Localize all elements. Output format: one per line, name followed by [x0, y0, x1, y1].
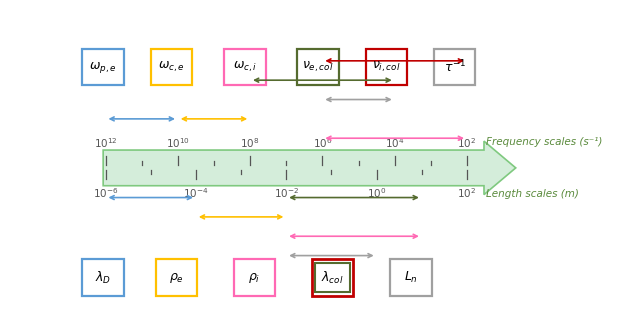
Text: $\omega_{p,e}$: $\omega_{p,e}$ [89, 60, 117, 75]
FancyBboxPatch shape [234, 259, 275, 295]
Text: $\rho_{e}$: $\rho_{e}$ [169, 271, 184, 284]
FancyBboxPatch shape [315, 263, 350, 292]
Text: $10^{-2}$: $10^{-2}$ [273, 186, 299, 200]
FancyBboxPatch shape [365, 49, 407, 85]
Text: Frequency scales (s⁻¹): Frequency scales (s⁻¹) [486, 137, 603, 147]
FancyBboxPatch shape [156, 259, 197, 295]
FancyBboxPatch shape [224, 49, 265, 85]
Text: $10^{0}$: $10^{0}$ [367, 186, 386, 200]
Text: $10^{-4}$: $10^{-4}$ [183, 186, 209, 200]
Text: $\tau^{-1}$: $\tau^{-1}$ [444, 59, 466, 76]
Text: Length scales (m): Length scales (m) [486, 189, 580, 199]
Text: $10^{4}$: $10^{4}$ [385, 136, 404, 150]
Text: $\omega_{c,e}$: $\omega_{c,e}$ [158, 60, 185, 74]
Text: $\nu_{e,col}$: $\nu_{e,col}$ [302, 60, 334, 74]
Text: $10^{12}$: $10^{12}$ [94, 136, 117, 150]
Text: $\lambda_{col}$: $\lambda_{col}$ [321, 269, 344, 285]
FancyBboxPatch shape [297, 49, 339, 85]
FancyBboxPatch shape [390, 259, 432, 295]
FancyBboxPatch shape [434, 49, 476, 85]
FancyBboxPatch shape [83, 49, 124, 85]
FancyBboxPatch shape [312, 259, 353, 295]
FancyBboxPatch shape [83, 259, 124, 295]
Text: $10^{6}$: $10^{6}$ [312, 136, 332, 150]
FancyArrow shape [103, 141, 516, 195]
Text: $\nu_{i,col}$: $\nu_{i,col}$ [372, 60, 401, 74]
Text: $\rho_{i}$: $\rho_{i}$ [248, 271, 261, 284]
FancyBboxPatch shape [151, 49, 192, 85]
Text: $\omega_{c,i}$: $\omega_{c,i}$ [232, 60, 257, 74]
Text: $10^{2}$: $10^{2}$ [457, 136, 476, 150]
Text: $\lambda_{D}$: $\lambda_{D}$ [95, 269, 112, 285]
Text: $10^{8}$: $10^{8}$ [241, 136, 260, 150]
Text: $10^{-6}$: $10^{-6}$ [93, 186, 118, 200]
Text: $10^{2}$: $10^{2}$ [457, 186, 476, 200]
Text: $10^{10}$: $10^{10}$ [166, 136, 190, 150]
Text: $L_{n}$: $L_{n}$ [404, 270, 418, 285]
